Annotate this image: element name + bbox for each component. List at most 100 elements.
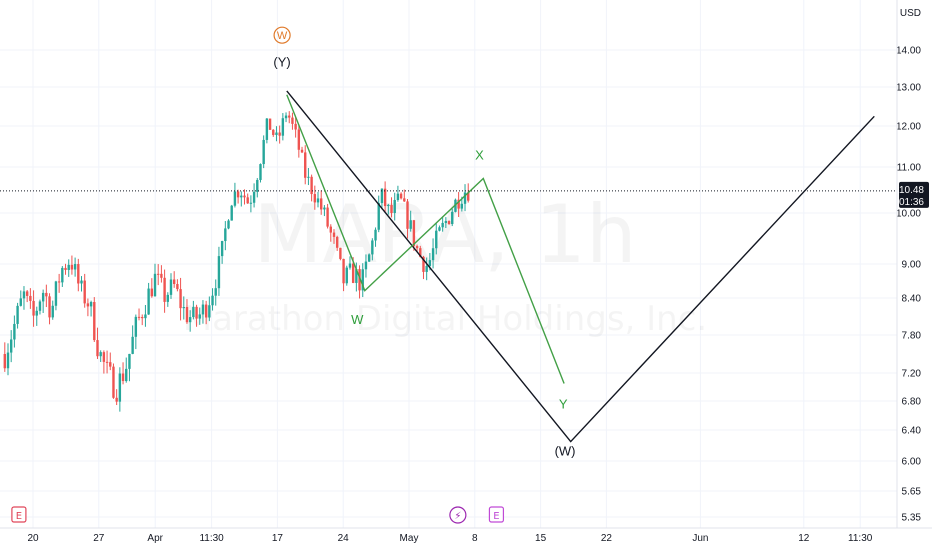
candle-body	[16, 305, 19, 324]
candle-body	[457, 199, 460, 209]
x-tick-label: 12	[798, 533, 810, 544]
x-tick-label: 11:30	[199, 533, 224, 544]
candle-body	[246, 197, 249, 204]
candle-body	[335, 236, 339, 248]
candle-body	[351, 263, 355, 283]
candle-body	[310, 176, 313, 195]
x-tick-label: 22	[601, 533, 613, 544]
x-tick-label: 15	[535, 533, 547, 544]
candle-body	[294, 123, 297, 130]
candle-body	[415, 246, 419, 249]
candle-body	[105, 361, 109, 363]
y-tick-label: 6.00	[902, 457, 922, 468]
candle-body	[345, 267, 348, 284]
last-price-tag-bg	[899, 181, 929, 208]
candle-body	[73, 264, 77, 270]
candle-body	[304, 152, 307, 178]
candle-body	[93, 302, 96, 341]
candle-body	[166, 294, 169, 302]
candle-body	[214, 288, 217, 296]
candle-body	[13, 323, 16, 340]
candles	[3, 111, 470, 412]
event-markers[interactable]: E ⚡ E	[11, 506, 505, 524]
y-tick-label: 13.00	[896, 83, 921, 94]
candle-body	[342, 258, 345, 284]
candle-body	[29, 295, 32, 301]
event-circle	[449, 506, 467, 524]
candle-countdown: 01:36	[899, 197, 924, 208]
candle-body	[227, 220, 230, 229]
candle-body	[9, 339, 13, 353]
event-earnings-marker: E	[11, 506, 27, 523]
candle-body	[393, 199, 396, 214]
candle-body	[406, 201, 409, 229]
candle-body	[256, 179, 259, 192]
x-tick-label: 20	[27, 533, 39, 544]
candle-body	[64, 267, 67, 270]
candle-body	[150, 288, 154, 297]
x-tick-label: Apr	[147, 533, 163, 544]
candle-body	[99, 352, 102, 357]
candle-body	[460, 203, 464, 209]
candle-body	[188, 317, 192, 323]
candle-body	[463, 192, 467, 204]
candle-body	[272, 129, 275, 135]
wave-paths[interactable]	[286, 90, 875, 443]
wave-label: W	[351, 312, 364, 327]
candle-body	[192, 306, 195, 318]
candle-body	[57, 281, 61, 283]
candle-body	[438, 227, 441, 231]
candle-body	[89, 302, 93, 307]
candle-body	[70, 264, 74, 270]
candle-body	[403, 198, 406, 202]
candle-body	[364, 261, 368, 270]
candle-body	[198, 314, 201, 319]
candle-body	[96, 340, 99, 357]
candle-body	[22, 291, 26, 299]
candle-body	[291, 117, 294, 124]
y-tick-label: 9.00	[902, 260, 922, 271]
candle-body	[409, 220, 412, 229]
y-axis[interactable]: USD 14.00 13.00 12.00 11.00 10.00 9.00 8.40 7.8…	[896, 8, 921, 524]
x-tick-label: May	[400, 533, 419, 544]
candle-body	[361, 269, 364, 291]
candle-body	[224, 228, 227, 242]
x-tick-label: 8	[472, 533, 478, 544]
event-glyph: E	[16, 511, 22, 522]
candle-body	[25, 291, 29, 296]
y-tick-label: 6.80	[902, 397, 922, 408]
candle-body	[377, 203, 380, 230]
y-tick-label: 5.35	[902, 513, 922, 524]
candle-body	[77, 264, 80, 284]
y-tick-label: 6.40	[902, 426, 922, 437]
candle-body	[163, 277, 166, 302]
candle-body	[320, 198, 323, 210]
primary-wave-path	[286, 90, 875, 443]
circle-marker-label: W	[277, 30, 288, 42]
candle-body	[249, 202, 253, 204]
candle-body	[48, 296, 51, 318]
candle-body	[329, 226, 332, 233]
candle-body	[300, 149, 304, 153]
candle-body	[419, 248, 422, 257]
candle-body	[201, 304, 205, 315]
candle-body	[252, 191, 256, 203]
candle-body	[380, 188, 384, 204]
candle-body	[268, 118, 272, 130]
candle-body	[157, 273, 160, 275]
x-tick-label: 17	[272, 533, 284, 544]
candle-body	[141, 317, 144, 319]
candle-body	[316, 198, 320, 203]
candle-body	[61, 267, 64, 283]
candle-body	[383, 188, 387, 207]
x-tick-label: 27	[93, 533, 105, 544]
wave-label: (W)	[555, 444, 576, 459]
event-glyph: ⚡	[454, 511, 461, 522]
candle-body	[281, 118, 285, 136]
candle-body	[275, 132, 278, 135]
candle-body	[399, 193, 403, 199]
x-tick-label: 24	[338, 533, 350, 544]
candle-body	[35, 310, 38, 316]
